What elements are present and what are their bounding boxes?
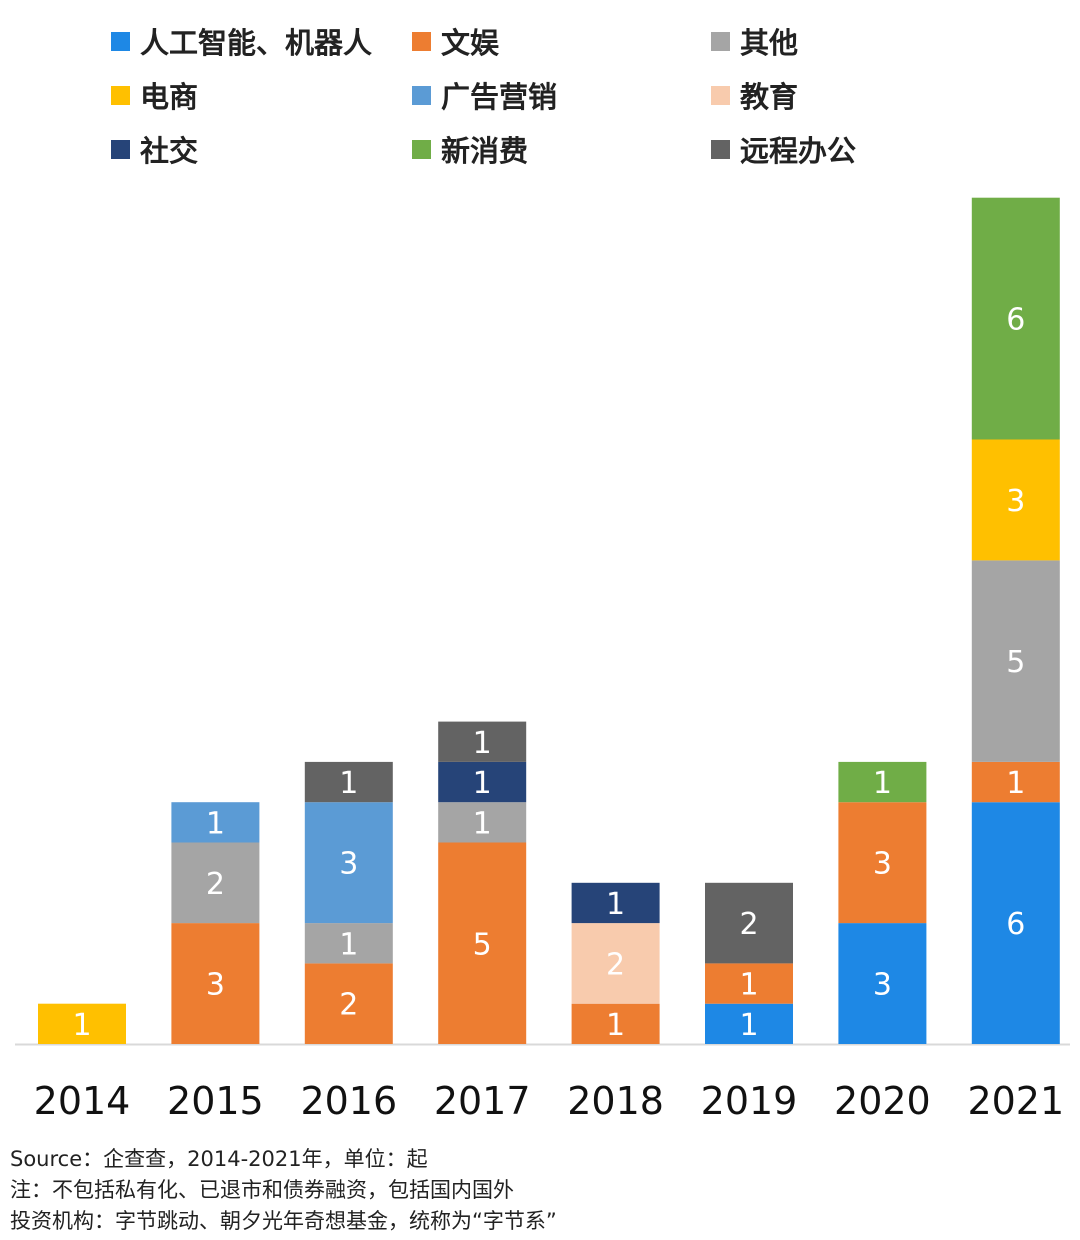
x-tick-label: 2016 <box>300 1079 397 1123</box>
bar-segment <box>571 882 660 924</box>
bar-segment <box>971 560 1060 762</box>
legend-item-8: 远程办公 <box>711 128 856 170</box>
bar-segment <box>971 197 1060 440</box>
data-label: 2 <box>339 988 358 1023</box>
legend-label: 电商 <box>140 80 199 114</box>
data-label: 5 <box>1006 645 1025 680</box>
legend-swatch <box>412 85 431 105</box>
legend: 人工智能、机器人 文娱 其他电商 广告营销 教育社交 新消费 远程办公 <box>0 0 1080 170</box>
legend-swatch <box>412 31 431 51</box>
data-label: 1 <box>473 806 492 841</box>
bar-segment <box>838 923 927 1044</box>
data-label: 1 <box>606 887 625 922</box>
legend-item-6: 社交 <box>111 128 198 170</box>
bar-segment <box>705 882 793 964</box>
bar-segment <box>438 802 527 843</box>
data-label: 1 <box>72 1008 91 1043</box>
x-tick-label: 2020 <box>834 1079 931 1123</box>
source-note: Source：企查查，2014-2021年，单位：起 <box>10 1147 428 1171</box>
x-tick-label: 2018 <box>567 1079 664 1123</box>
legend-label: 其他 <box>740 26 799 60</box>
legend-item-0: 人工智能、机器人 <box>111 20 372 62</box>
data-label: 6 <box>1006 907 1025 942</box>
bar-segment <box>838 761 927 803</box>
legend-item-7: 新消费 <box>412 128 528 170</box>
data-label: 1 <box>339 766 358 801</box>
legend-label: 社交 <box>140 134 199 168</box>
data-label: 1 <box>1006 766 1025 801</box>
legend-item-4: 广告营销 <box>412 74 557 116</box>
bar-segment <box>304 923 393 964</box>
data-label: 1 <box>873 766 892 801</box>
legend-label: 文娱 <box>441 26 500 60</box>
bar-segment <box>438 721 527 762</box>
bar-segment <box>38 1003 126 1044</box>
bar-segment <box>571 1003 660 1044</box>
chart-notes: Source：企查查，2014-2021年，单位：起 注：不包括私有化、已退市和… <box>10 1144 1070 1237</box>
bar-segment <box>838 802 927 924</box>
data-label: 3 <box>873 968 892 1003</box>
data-label: 1 <box>339 927 358 962</box>
legend-item-3: 电商 <box>111 74 198 116</box>
legend-swatch <box>111 139 130 159</box>
exclusion-note: 注：不包括私有化、已退市和债券融资，包括国内国外 <box>10 1178 514 1202</box>
data-label: 1 <box>206 806 225 841</box>
legend-item-5: 教育 <box>711 74 798 116</box>
bar-segment <box>304 761 393 803</box>
legend-swatch <box>711 85 730 105</box>
legend-swatch <box>711 139 730 159</box>
stacked-bar-chart: 1 2014 3 2 1 2015 2 1 3 1 2016 5 1 1 1 2017 1 2 1 2018 1 1 2 20… <box>15 197 1070 1123</box>
bar-segment <box>971 802 1060 1044</box>
data-label: 1 <box>739 968 758 1003</box>
legend-label: 广告营销 <box>441 80 558 114</box>
data-label: 1 <box>606 1008 625 1043</box>
bar-segment <box>304 802 393 924</box>
bar-segment <box>971 439 1060 561</box>
data-label: 3 <box>339 847 358 882</box>
data-label: 6 <box>1006 303 1025 338</box>
legend-swatch <box>412 139 431 159</box>
x-tick-label: 2017 <box>434 1079 531 1123</box>
x-tick-label: 2019 <box>701 1079 798 1123</box>
legend-swatch <box>111 31 130 51</box>
legend-swatch <box>711 31 730 51</box>
bar-segment <box>705 1003 793 1044</box>
data-label: 2 <box>606 947 625 982</box>
legend-swatch <box>111 85 130 105</box>
legend-label: 教育 <box>740 80 799 114</box>
data-label: 1 <box>473 766 492 801</box>
legend-label: 人工智能、机器人 <box>140 26 373 60</box>
legend-label: 新消费 <box>441 134 529 168</box>
legend-item-1: 文娱 <box>412 20 499 62</box>
data-label: 3 <box>1006 484 1025 519</box>
bar-segment <box>971 761 1060 803</box>
data-label: 1 <box>739 1008 758 1043</box>
x-tick-label: 2014 <box>34 1079 131 1123</box>
data-label: 3 <box>873 847 892 882</box>
x-tick-label: 2021 <box>967 1079 1064 1123</box>
legend-item-2: 其他 <box>711 20 798 62</box>
bar-segment <box>438 842 527 1044</box>
data-label: 2 <box>206 867 225 902</box>
data-label: 5 <box>473 927 492 962</box>
bar-segment <box>171 842 260 924</box>
bar-segment <box>571 923 660 1004</box>
legend-label: 远程办公 <box>740 134 857 168</box>
bar-segment <box>304 963 393 1044</box>
bar-segment <box>171 923 260 1044</box>
data-label: 1 <box>473 726 492 761</box>
bar-segment <box>438 761 527 803</box>
data-label: 2 <box>739 907 758 942</box>
x-tick-label: 2015 <box>167 1079 264 1123</box>
bar-segment <box>705 963 793 1004</box>
data-label: 3 <box>206 968 225 1003</box>
bar-segment <box>171 802 260 843</box>
investor-note: 投资机构：字节跳动、朝夕光年奇想基金，统称为“字节系” <box>10 1209 557 1233</box>
